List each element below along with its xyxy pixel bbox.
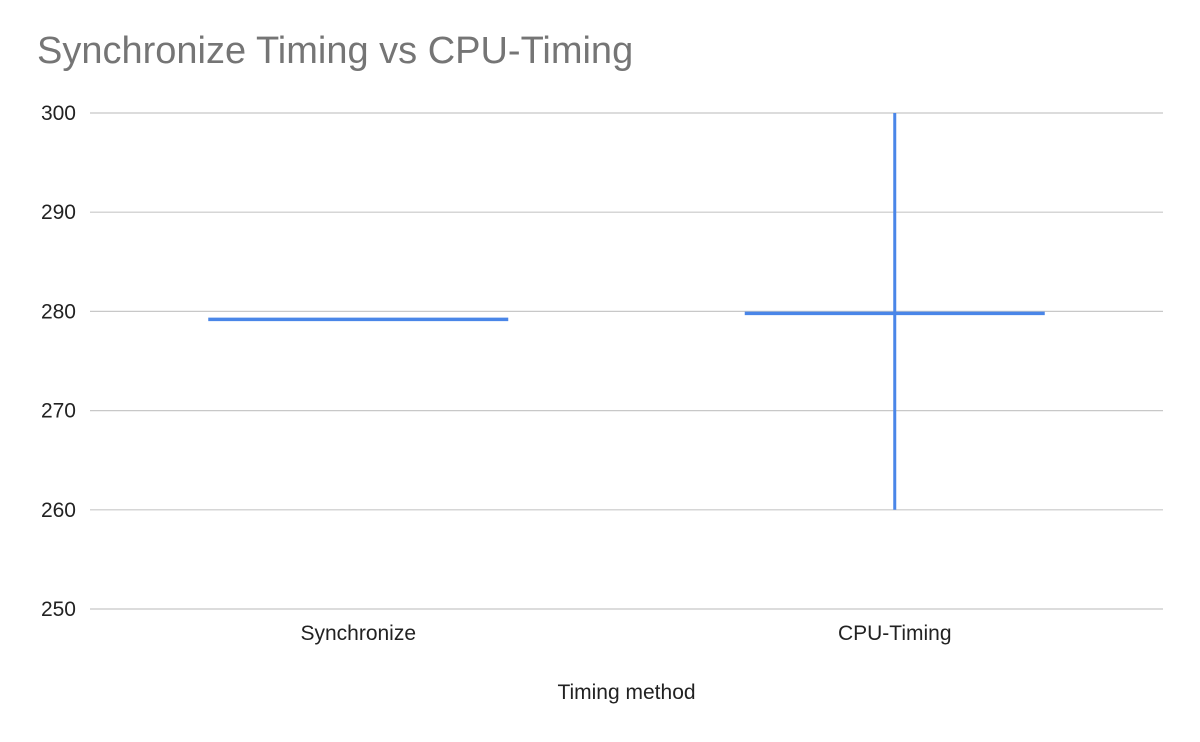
y-tick-label-260: 260 <box>41 499 76 522</box>
x-tick-label-synchronize: Synchronize <box>300 622 416 645</box>
y-tick-label-290: 290 <box>41 201 76 224</box>
y-tick-label-270: 270 <box>41 400 76 423</box>
chart-title: Synchronize Timing vs CPU-Timing <box>37 30 634 72</box>
x-axis-label: Timing method <box>557 681 695 704</box>
x-tick-label-cpu-timing: CPU-Timing <box>838 622 952 645</box>
y-tick-label-280: 280 <box>41 300 76 323</box>
y-tick-label-300: 300 <box>41 102 76 125</box>
y-tick-label-250: 250 <box>41 598 76 621</box>
